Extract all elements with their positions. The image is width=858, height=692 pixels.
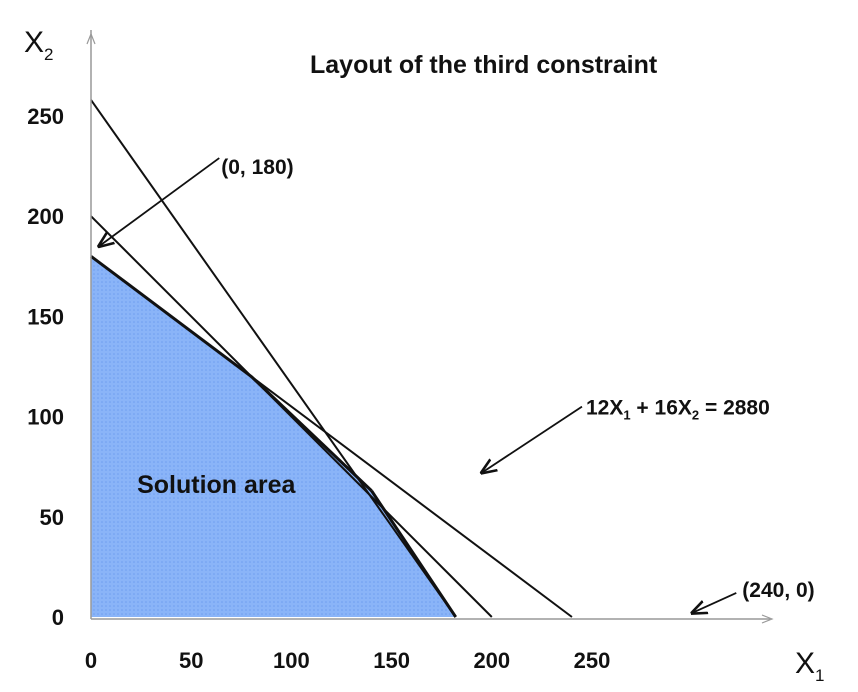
x-tick-label: 150 (373, 648, 410, 673)
x-tick-label: 250 (574, 648, 611, 673)
solution-boundary-segment (370, 489, 457, 618)
annotation-label: 12X1 + 16X2 = 2880 (586, 397, 770, 423)
y-tick-label: 200 (27, 204, 64, 229)
y-axis-label-main: X (24, 26, 44, 59)
y-axis-label: X2 (24, 26, 53, 64)
x-tick-label: 100 (273, 648, 310, 673)
annotation-label-part: 2 (692, 408, 699, 423)
annotation-label-part: 1 (623, 408, 630, 423)
annotation-label-part: + 16X (631, 397, 692, 420)
y-tick-label: 150 (27, 304, 64, 329)
solution-area (91, 256, 456, 617)
chart-title: Layout of the third constraint (310, 51, 658, 79)
solution-boundary-segment (90, 255, 253, 378)
constraint-line-constraint-c (90, 99, 457, 618)
annotation-label-part: = 2880 (699, 397, 770, 420)
annotation-label-part: 12X (586, 397, 623, 420)
y-tick-label: 50 (40, 505, 64, 530)
x-tick-label: 200 (473, 648, 510, 673)
y-tick-label: 0 (52, 605, 64, 630)
y-axis-label-sub: 2 (44, 45, 53, 64)
annotation-arrow (692, 592, 737, 613)
annotation-label: (0, 180) (221, 156, 293, 179)
y-tick-label: 250 (27, 104, 64, 129)
annotation-arrow (99, 157, 220, 246)
x-axis-label: X1 (795, 647, 824, 685)
y-axis-arrow (86, 32, 96, 45)
plot-area: 0 50 100 150 200 250 0 50 100 150 200 250 Solution a… (27, 30, 815, 673)
annotation-label: (240, 0) (742, 579, 814, 602)
x-axis-arrow (761, 614, 774, 624)
x-axis-label-sub: 1 (815, 666, 824, 685)
x-axis-label-main: X (795, 647, 815, 680)
y-tick-label: 100 (27, 405, 64, 430)
annotation-arrow (482, 405, 583, 473)
solution-boundary-segment (250, 375, 373, 492)
x-tick-label: 0 (85, 648, 97, 673)
x-tick-label: 50 (179, 648, 203, 673)
solution-area-label: Solution area (137, 471, 296, 499)
